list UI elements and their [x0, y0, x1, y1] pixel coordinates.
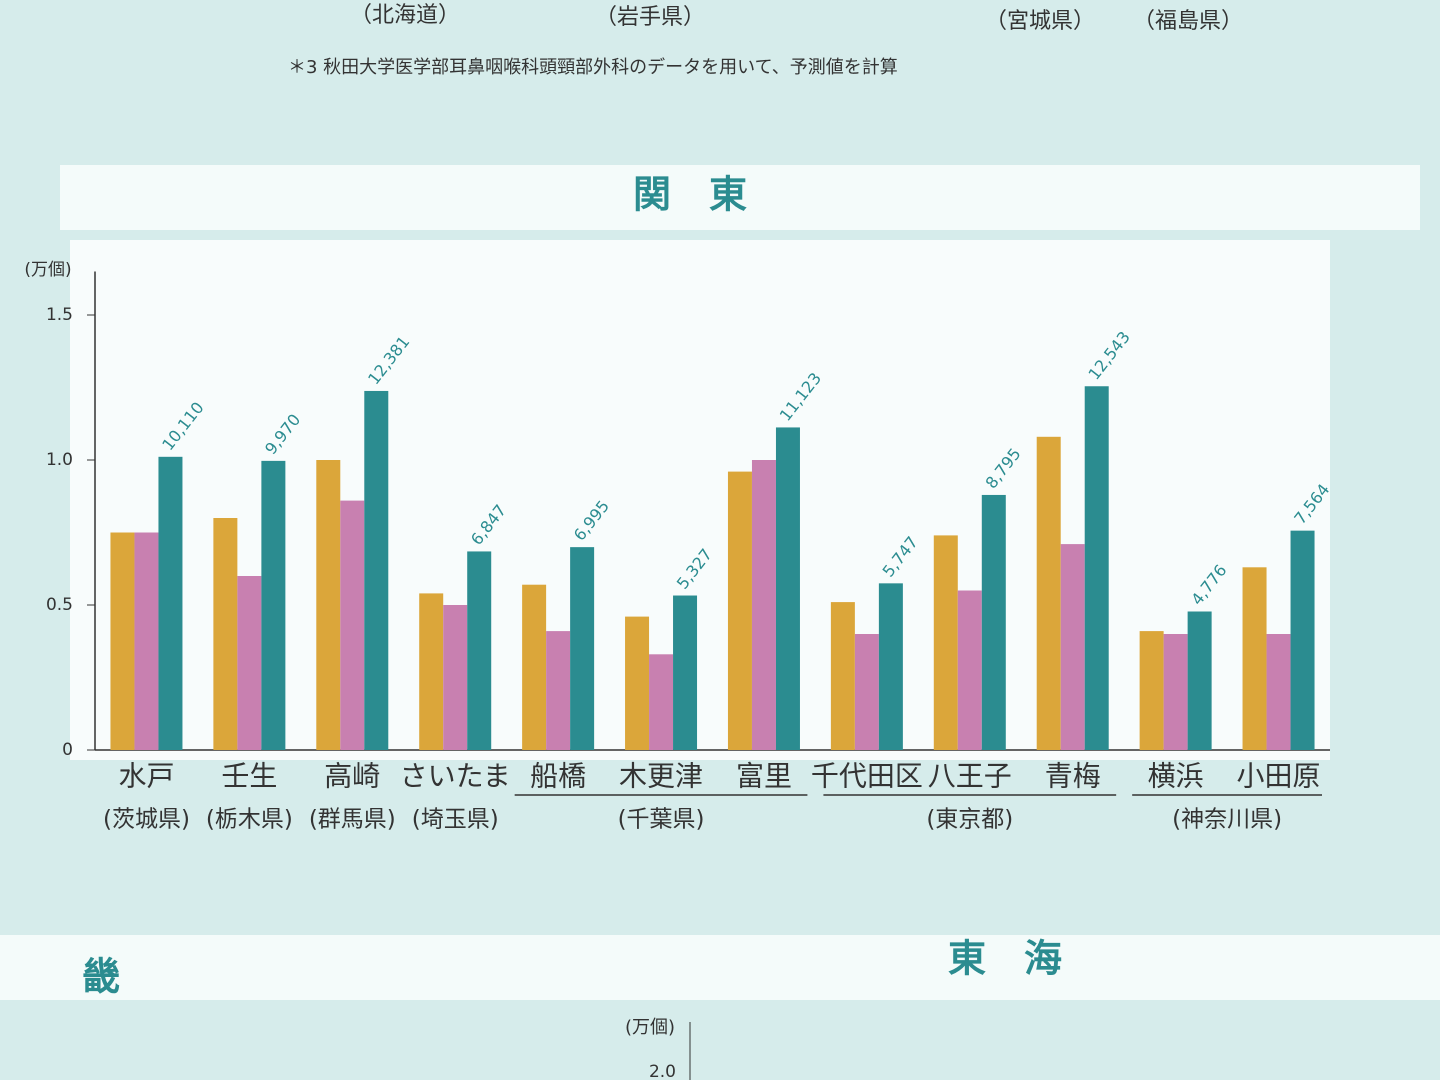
- bar: [775, 427, 800, 750]
- bar: [316, 460, 341, 750]
- bar: [830, 602, 855, 750]
- group-label: (茨城県): [103, 807, 190, 833]
- group-label: (神奈川県): [1172, 807, 1282, 833]
- lower-title: 東 海: [948, 936, 1062, 981]
- bar: [570, 547, 595, 750]
- bar: [1163, 634, 1188, 750]
- lower-axis-label: (万個): [625, 1017, 675, 1038]
- bar: [213, 518, 238, 750]
- bar: [933, 535, 958, 750]
- group-label: (千葉県): [618, 807, 705, 833]
- header-fragment: （北海道）: [350, 3, 460, 28]
- bar: [467, 551, 492, 750]
- bar: [134, 532, 159, 750]
- y-tick-label: 0: [62, 740, 73, 760]
- bar: [419, 593, 444, 750]
- bar: [158, 456, 183, 750]
- bar: [1060, 544, 1085, 750]
- bar: [546, 631, 571, 750]
- section-title: 関 東: [633, 172, 747, 217]
- bar: [1266, 634, 1291, 750]
- bar: [957, 590, 982, 750]
- y-tick-label: 0.5: [46, 595, 73, 615]
- x-tick-label: 高崎: [324, 760, 380, 793]
- group-label: (栃木県): [206, 807, 293, 833]
- bar: [751, 460, 776, 750]
- lower-axis-tick: 2.0: [649, 1062, 676, 1080]
- bar: [1084, 386, 1109, 750]
- x-tick-label: 船橋: [530, 760, 586, 793]
- header-fragment: （福島県）: [1133, 9, 1243, 34]
- group-label: (埼玉県): [412, 807, 499, 833]
- group-label: (群馬県): [309, 807, 396, 833]
- x-tick-label: 木更津: [619, 760, 703, 793]
- bar: [673, 595, 698, 750]
- x-tick-label: 青梅: [1045, 760, 1101, 793]
- bar: [981, 494, 1006, 750]
- bar: [261, 460, 286, 750]
- bar: [1187, 611, 1212, 750]
- header-fragment: （岩手県）: [595, 5, 705, 30]
- bar: [878, 583, 903, 750]
- bar: [649, 654, 674, 750]
- bar: [854, 634, 879, 750]
- bar: [1036, 436, 1061, 750]
- lower-title: 畿: [82, 954, 120, 999]
- bar: [522, 584, 547, 750]
- bar: [237, 576, 262, 750]
- section-banner: [60, 165, 1420, 230]
- x-tick-label: 富里: [736, 760, 792, 793]
- bar: [364, 390, 389, 750]
- x-tick-label: 八王子: [928, 760, 1012, 793]
- x-tick-label: さいたま: [400, 760, 511, 793]
- x-tick-label: 水戸: [118, 760, 174, 793]
- y-tick-label: 1.5: [46, 305, 73, 325]
- bar: [443, 605, 468, 750]
- x-tick-label: 横浜: [1148, 760, 1204, 793]
- bar: [110, 532, 135, 750]
- footnote: ＊3 秋田大学医学部耳鼻咽喉科頭頸部外科のデータを用いて、予測値を計算: [288, 57, 898, 78]
- bar: [1242, 567, 1267, 750]
- x-tick-label: 小田原: [1237, 760, 1321, 793]
- x-tick-label: 千代田区: [811, 760, 923, 793]
- bar: [340, 500, 365, 750]
- y-axis-label: (万個): [24, 260, 71, 280]
- y-tick-label: 1.0: [46, 450, 73, 470]
- bar: [1290, 530, 1315, 750]
- header-fragment: （宮城県）: [985, 9, 1095, 34]
- bar: [1139, 631, 1164, 750]
- x-tick-label: 壬生: [221, 760, 277, 793]
- bar: [625, 616, 650, 750]
- group-label: (東京都): [926, 807, 1013, 833]
- bar: [727, 471, 752, 750]
- lower-banner: [0, 935, 1440, 1000]
